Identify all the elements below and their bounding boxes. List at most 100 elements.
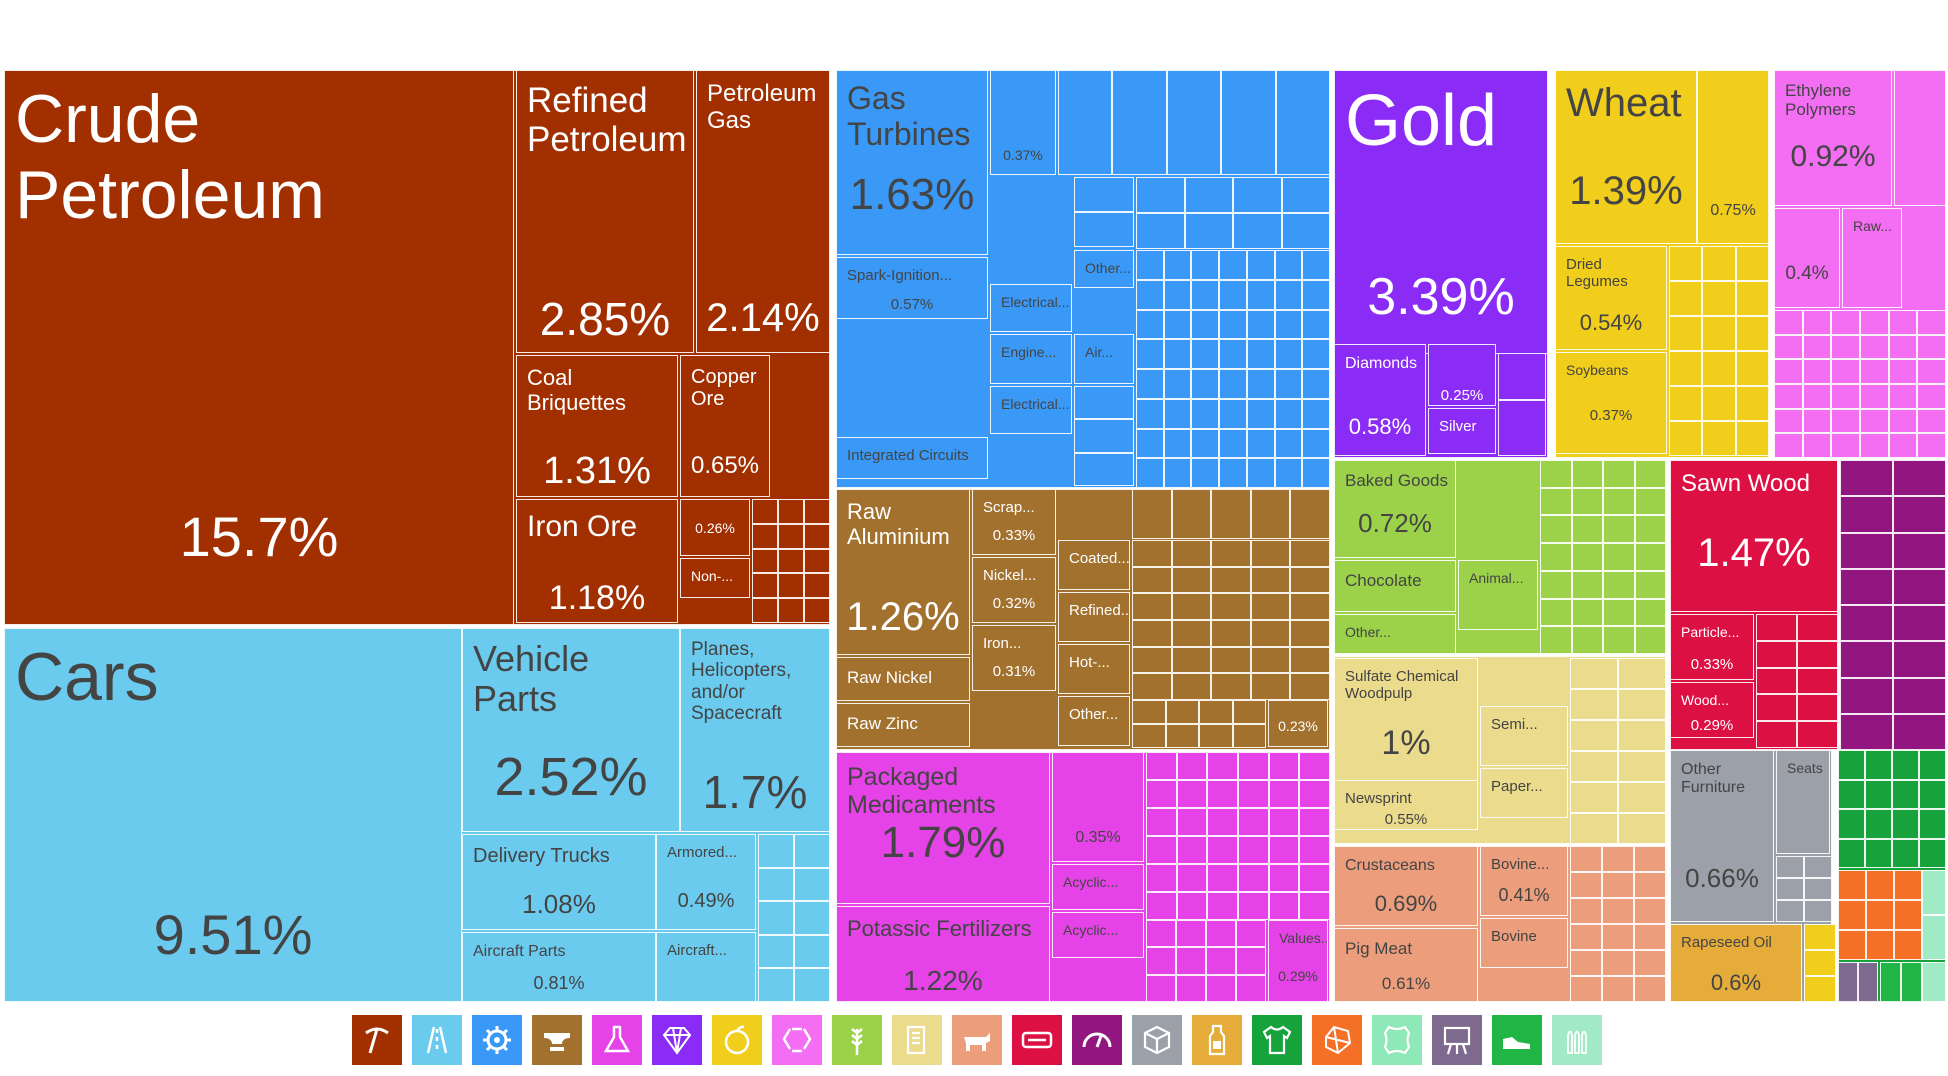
treemap-cell-dried-legumes[interactable]: Dried Legumes 0.54% <box>1555 246 1667 350</box>
treemap-cell-sulfate-chemical-woodpulp[interactable]: Sulfate Chemical Woodpulp 1% <box>1334 658 1478 790</box>
flask-legend-item[interactable] <box>592 1015 642 1065</box>
ammunition-legend-item[interactable] <box>1552 1015 1602 1065</box>
treemap-cell-sawn-wood[interactable]: Sawn Wood 1.47% <box>1670 460 1838 612</box>
treemap-cell-semi[interactable]: Semi... <box>1480 706 1568 766</box>
treemap-cell-iron[interactable]: Iron... 0.31% <box>972 625 1056 691</box>
treemap-cell-packaged-medicaments[interactable]: Packaged Medicaments 1.79% <box>836 752 1050 904</box>
small-product-tile <box>1618 782 1666 813</box>
gear-legend-item[interactable] <box>472 1015 522 1065</box>
cow-legend-item[interactable] <box>952 1015 1002 1065</box>
cell-label: Silver <box>1439 418 1477 435</box>
treemap-cell-raw-zinc[interactable]: Raw Zinc <box>836 703 970 747</box>
treemap-cell-integrated-circuits[interactable]: Integrated Circuits <box>836 437 988 479</box>
cell-percentage: 0.41% <box>1498 885 1550 906</box>
treemap-cell-refined-petroleum[interactable]: Refined Petroleum 2.85% <box>516 70 694 353</box>
small-product-tile <box>1302 428 1330 459</box>
bottle-legend-item[interactable] <box>1192 1015 1242 1065</box>
treemap-cell-cars[interactable]: Cars 9.51% <box>4 628 462 1002</box>
scroll-legend-item[interactable] <box>892 1015 942 1065</box>
treemap-cell-coal-briquettes[interactable]: Coal Briquettes 1.31% <box>516 355 678 497</box>
treemap-cell-product[interactable]: 0.37% <box>990 70 1056 175</box>
small-product-tile <box>1838 809 1865 839</box>
road-legend-item[interactable] <box>412 1015 462 1065</box>
treemap-cell-bovine[interactable]: Bovine... 0.41% <box>1480 846 1568 916</box>
treemap-cell-delivery-trucks[interactable]: Delivery Trucks 1.08% <box>462 834 656 930</box>
wheat-legend-item[interactable] <box>832 1015 882 1065</box>
treemap-cell-electrical[interactable]: Electrical... <box>990 284 1072 332</box>
treemap-cell-wheat[interactable]: Wheat 1.39% <box>1555 70 1697 244</box>
treemap-cell-product[interactable]: 0.25% <box>1428 344 1496 406</box>
box-legend-item[interactable] <box>1132 1015 1182 1065</box>
recycle-legend-item[interactable] <box>772 1015 822 1065</box>
small-product-tile <box>1211 673 1251 700</box>
treemap-cell-seats[interactable]: Seats <box>1776 750 1830 854</box>
treemap-cell-product[interactable]: 0.4% <box>1774 208 1840 308</box>
diamond-legend-item[interactable] <box>652 1015 702 1065</box>
treemap-cell-values[interactable]: Values... 0.29% <box>1268 920 1328 1002</box>
treemap-cell-non[interactable]: Non-... <box>680 558 750 598</box>
shoe-legend-item[interactable] <box>1492 1015 1542 1065</box>
treemap-cell-scrap[interactable]: Scrap... 0.33% <box>972 489 1056 555</box>
shirt-legend-item[interactable] <box>1252 1015 1302 1065</box>
treemap-cell-raw-aluminium[interactable]: Raw Aluminium 1.26% <box>836 489 970 655</box>
treemap-cell-raw[interactable]: Raw... <box>1842 208 1902 308</box>
treemap-cell-engine[interactable]: Engine... <box>990 334 1072 384</box>
gem-stone-legend-item[interactable] <box>1312 1015 1362 1065</box>
mining-pick-legend-item[interactable] <box>352 1015 402 1065</box>
small-product-tile <box>1290 489 1330 539</box>
treemap-cell-chocolate[interactable]: Chocolate <box>1334 560 1456 612</box>
treemap-cell-air[interactable]: Air... <box>1074 334 1134 384</box>
treemap-cell-soybeans[interactable]: Soybeans 0.37% <box>1555 352 1667 454</box>
treemap-cell-spark-ignition[interactable]: Spark-Ignition... 0.57% <box>836 257 988 319</box>
treemap-cell-product[interactable]: 0.35% <box>1052 752 1144 862</box>
treemap-cell-product[interactable]: 0.75% <box>1697 70 1769 244</box>
treemap-cell-diamonds[interactable]: Diamonds 0.58% <box>1334 344 1426 456</box>
treemap-cell-crustaceans[interactable]: Crustaceans 0.69% <box>1334 846 1478 926</box>
treemap-cell-potassic-fertilizers[interactable]: Potassic Fertilizers 1.22% <box>836 906 1050 1002</box>
treemap-cell-other[interactable]: Other... <box>1058 696 1130 746</box>
cell-label: Seats <box>1787 760 1823 776</box>
treemap-cell-acyclic[interactable]: Acyclic... <box>1052 912 1144 958</box>
treemap-cell-wood[interactable]: Wood... 0.29% <box>1670 682 1754 738</box>
ticket-legend-item[interactable] <box>1012 1015 1062 1065</box>
treemap-cell-acyclic[interactable]: Acyclic... <box>1052 864 1144 910</box>
treemap-cell-raw-nickel[interactable]: Raw Nickel <box>836 657 970 701</box>
treemap-cell-newsprint[interactable]: Newsprint 0.55% <box>1334 780 1478 830</box>
treemap-cell-product[interactable]: 0.26% <box>680 499 750 556</box>
leather-legend-item[interactable] <box>1372 1015 1422 1065</box>
treemap-cell-other[interactable]: Other... <box>1074 250 1134 288</box>
anvil-legend-item[interactable] <box>532 1015 582 1065</box>
treemap-cell-armored[interactable]: Armored... 0.49% <box>656 834 756 930</box>
treemap-cell-electrical[interactable]: Electrical... <box>990 386 1072 434</box>
treemap-cell-copper-ore[interactable]: Copper Ore 0.65% <box>680 355 770 497</box>
treemap-cell-iron-ore[interactable]: Iron Ore 1.18% <box>516 499 678 623</box>
easel-legend-item[interactable] <box>1432 1015 1482 1065</box>
treemap-cell-animal[interactable]: Animal... <box>1458 560 1538 630</box>
cell-label: Crustaceans <box>1345 857 1435 874</box>
treemap-cell-paper[interactable]: Paper... <box>1480 768 1568 818</box>
treemap-cell-gas-turbines[interactable]: Gas Turbines 1.63% <box>836 70 988 255</box>
treemap-cell-crude-petroleum[interactable]: Crude Petroleum 15.7% <box>4 70 514 625</box>
treemap-cell-ethylene-polymers[interactable]: Ethylene Polymers 0.92% <box>1774 70 1892 206</box>
treemap-cell-nickel[interactable]: Nickel... 0.32% <box>972 557 1056 623</box>
treemap-cell-petroleum-gas[interactable]: Petroleum Gas 2.14% <box>696 70 830 353</box>
treemap-cell-gold[interactable]: Gold 3.39% <box>1334 70 1548 354</box>
treemap-cell-hot[interactable]: Hot-... <box>1058 644 1130 694</box>
treemap-cell-particle[interactable]: Particle... 0.33% <box>1670 614 1754 680</box>
treemap-cell-aircraft[interactable]: Aircraft... <box>656 932 756 1002</box>
treemap-cell-refined[interactable]: Refined... <box>1058 592 1130 642</box>
treemap-cell-coated[interactable]: Coated... <box>1058 540 1130 590</box>
treemap-cell-other-furniture[interactable]: Other Furniture 0.66% <box>1670 750 1774 922</box>
gauge-legend-item[interactable] <box>1072 1015 1122 1065</box>
treemap-cell-planes-helicopters-and-or-spacecraft[interactable]: Planes, Helicopters, and/or Spacecraft 1.… <box>680 628 830 832</box>
fruit-legend-item[interactable] <box>712 1015 762 1065</box>
treemap-cell-product[interactable]: 0.23% <box>1268 700 1328 747</box>
treemap-cell-baked-goods[interactable]: Baked Goods 0.72% <box>1334 460 1456 558</box>
treemap-cell-vehicle-parts[interactable]: Vehicle Parts 2.52% <box>462 628 680 832</box>
treemap-cell-pig-meat[interactable]: Pig Meat 0.61% <box>1334 928 1478 1002</box>
treemap-cell-other[interactable]: Other... <box>1334 614 1456 654</box>
treemap-cell-silver[interactable]: Silver <box>1428 408 1496 454</box>
treemap-cell-aircraft-parts[interactable]: Aircraft Parts 0.81% <box>462 932 656 1002</box>
treemap-cell-rapeseed-oil[interactable]: Rapeseed Oil 0.6% <box>1670 924 1802 1002</box>
treemap-cell-bovine[interactable]: Bovine <box>1480 918 1568 968</box>
